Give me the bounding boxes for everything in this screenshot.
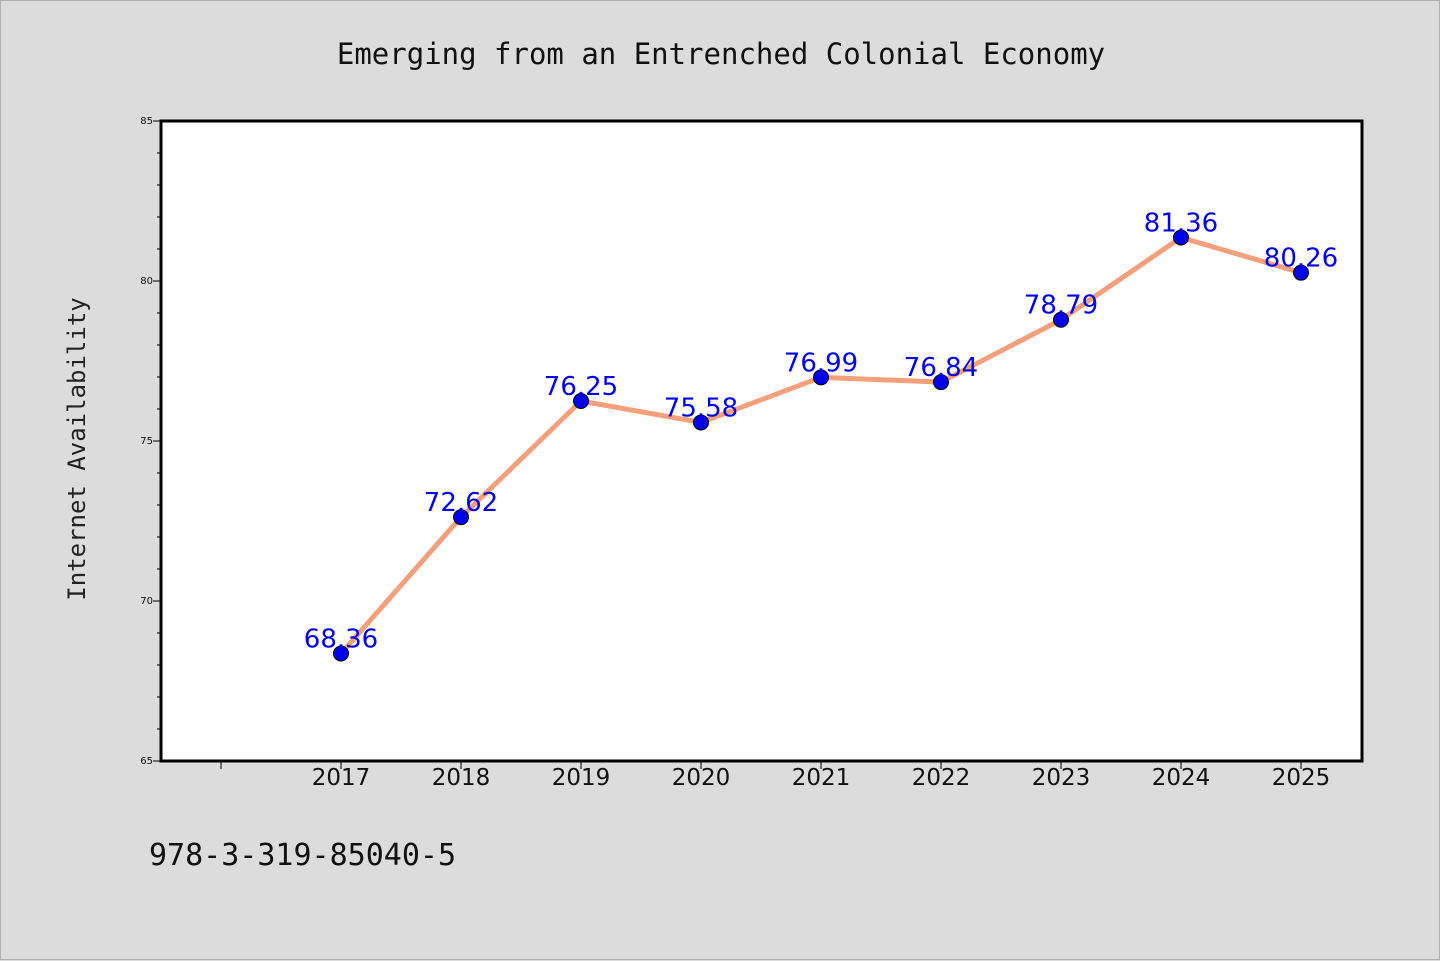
x-tick-label: 2022 <box>912 765 971 791</box>
y-axis: 65 70 75 80 85 <box>140 116 161 767</box>
data-point <box>813 369 829 386</box>
y-tick-label: 75 <box>140 436 153 447</box>
x-tick-label: 2023 <box>1032 765 1091 791</box>
data-point <box>693 414 709 431</box>
x-tick-label: 2017 <box>312 765 371 791</box>
y-axis-label: Internet Availability <box>63 297 91 600</box>
data-point <box>453 509 469 526</box>
data-point <box>1053 311 1069 328</box>
data-label: 76.99 <box>784 348 858 378</box>
data-label: 76.25 <box>544 372 618 402</box>
x-tick-label: 2021 <box>792 765 851 791</box>
y-tick-label: 70 <box>140 596 153 607</box>
data-label: 72.62 <box>424 488 498 518</box>
x-tick-label: 2019 <box>552 765 611 791</box>
data-label: 76.84 <box>904 353 978 383</box>
data-label: 81.36 <box>1144 208 1218 238</box>
x-tick-label: 2018 <box>432 765 491 791</box>
chart-title: Emerging from an Entrenched Colonial Eco… <box>337 37 1105 71</box>
data-point <box>933 374 949 391</box>
data-label: 75.58 <box>664 393 738 423</box>
isbn-text: 978-3-319-85040-5 <box>149 838 456 873</box>
data-point <box>573 393 589 409</box>
y-tick-label: 80 <box>140 276 153 287</box>
x-tick-label: 2020 <box>672 765 731 791</box>
series-internet-availability: 68.36 72.62 76.25 75.58 76.99 76.84 78.79 81.36… <box>304 208 1338 662</box>
data-label: 80.26 <box>1264 244 1338 274</box>
data-label: 78.79 <box>1024 291 1098 321</box>
plot-border <box>159 119 1364 763</box>
plot-area <box>161 121 1362 761</box>
y-tick-label: 65 <box>140 756 153 767</box>
data-point <box>1293 264 1309 281</box>
x-tick-label: 2024 <box>1152 765 1211 791</box>
y-tick-label: 85 <box>140 116 153 127</box>
x-tick-label: 2025 <box>1272 765 1331 791</box>
x-axis: 2017 2018 2019 2020 2021 2022 2023 2024 2025 <box>220 761 1331 791</box>
data-point <box>333 645 349 662</box>
data-point <box>1173 229 1189 246</box>
data-label: 68.36 <box>304 624 378 654</box>
plot-background <box>161 121 1362 761</box>
